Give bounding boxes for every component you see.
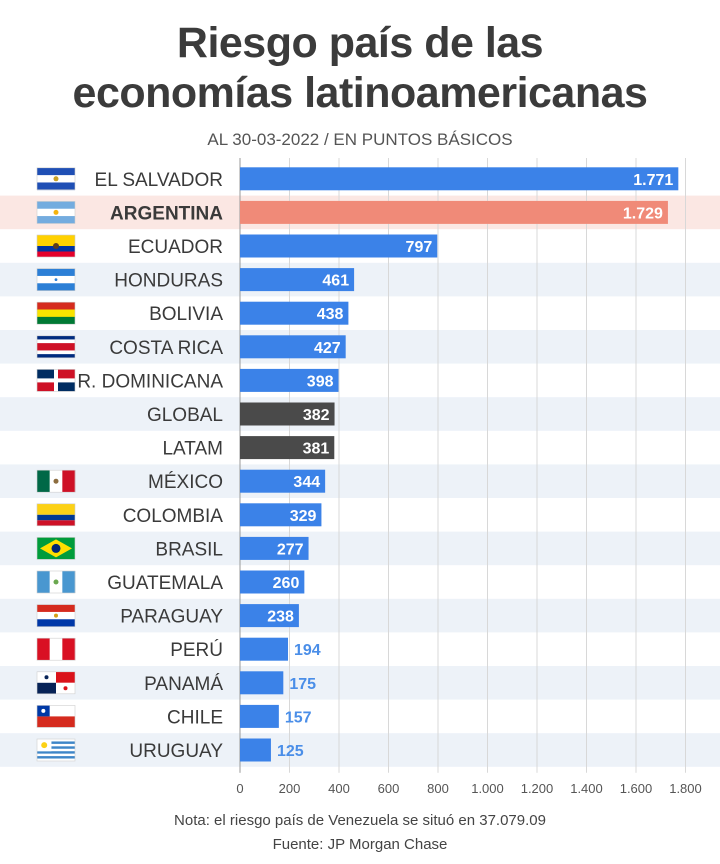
label-paraguay: PARAGUAY	[120, 607, 223, 628]
value-label-honduras: 461	[322, 273, 349, 290]
value-label-costa-rica: 427	[314, 340, 341, 357]
value-label-ecuador: 797	[406, 239, 433, 256]
label-el-salvador: EL SALVADOR	[95, 170, 223, 191]
row-band-panama	[0, 666, 720, 700]
value-label-mexico: 344	[293, 474, 320, 491]
label-argentina: ARGENTINA	[110, 203, 223, 224]
guatemala-flag	[36, 570, 76, 594]
row-band-brasil	[0, 531, 720, 566]
x-tick-label: 200	[279, 781, 301, 796]
row-band-paraguay	[0, 598, 720, 633]
x-tick-label: 0	[236, 781, 243, 796]
bar-bolivia	[240, 301, 349, 325]
chart-subtitle: AL 30-03-2022 / EN PUNTOS BÁSICOS	[207, 130, 513, 149]
costa-rica-flag	[36, 335, 76, 359]
label-r-dominicana: R. DOMINICANA	[77, 371, 223, 392]
x-tick-label: 1.000	[471, 781, 504, 796]
label-mexico: MÉXICO	[148, 472, 223, 493]
source-note: Fuente: JP Morgan Chase	[272, 836, 448, 853]
x-tick-label: 400	[328, 781, 350, 796]
value-label-bolivia: 438	[317, 306, 344, 323]
value-label-paraguay: 238	[267, 609, 294, 626]
ecuador-flag	[36, 234, 76, 258]
x-tick-label: 1.400	[570, 781, 603, 796]
value-label-el-salvador: 1.771	[633, 172, 673, 189]
x-tick-label: 800	[427, 781, 449, 796]
label-chile: CHILE	[167, 707, 223, 728]
label-peru: PERÚ	[170, 639, 223, 661]
label-global: GLOBAL	[147, 405, 223, 426]
title-line-2: economías latinoamericanas	[72, 69, 648, 117]
bar-uruguay	[240, 738, 271, 762]
bar-chile	[240, 704, 279, 728]
bar-global	[240, 402, 335, 426]
value-label-uruguay: 125	[277, 743, 304, 760]
bar-el-salvador	[240, 167, 679, 191]
value-label-colombia: 329	[290, 508, 317, 525]
colombia-flag	[36, 503, 76, 527]
row-band-costa-rica	[0, 330, 720, 364]
value-label-argentina: 1.729	[623, 205, 663, 222]
x-tick-label: 1.200	[521, 781, 554, 796]
row-band-global	[0, 397, 720, 431]
dominican-republic-flag	[36, 369, 76, 392]
bar-peru	[240, 637, 289, 661]
bar-r-dominicana	[240, 368, 339, 392]
bar-chart: 0 200 400 600 800 1.000 1.200 1.400 1.600 1.800 EL…	[0, 158, 720, 796]
bar-latam	[240, 436, 335, 460]
value-label-r-dominicana: 398	[307, 373, 334, 390]
honduras-flag	[36, 268, 76, 291]
label-bolivia: BOLIVIA	[149, 304, 223, 325]
label-panama: PANAMÁ	[144, 674, 223, 695]
value-label-brasil: 277	[277, 541, 304, 558]
label-honduras: HONDURAS	[114, 271, 223, 292]
label-brasil: BRASIL	[155, 539, 223, 560]
argentina-flag	[36, 201, 76, 224]
bar-paraguay	[240, 604, 299, 628]
row-band-uruguay	[0, 733, 720, 767]
bar-colombia	[240, 503, 322, 527]
footnote: Nota: el riesgo país de Venezuela se sit…	[174, 812, 546, 829]
bar-guatemala	[240, 570, 305, 594]
title-line-1: Riesgo país de las	[176, 19, 544, 67]
value-label-panama: 175	[289, 676, 316, 693]
value-label-guatemala: 260	[273, 575, 300, 592]
uruguay-flag	[36, 738, 76, 762]
x-tick-label: 600	[378, 781, 400, 796]
label-guatemala: GUATEMALA	[107, 573, 223, 594]
label-colombia: COLOMBIA	[123, 506, 224, 527]
bar-costa-rica	[240, 335, 346, 359]
value-label-global: 382	[303, 407, 330, 424]
bar-panama	[240, 671, 284, 695]
row-band-mexico	[0, 464, 720, 498]
bar-honduras	[240, 268, 355, 292]
chile-flag	[36, 705, 76, 728]
bar-mexico	[240, 469, 326, 493]
panama-flag	[36, 671, 76, 695]
brazil-flag	[36, 537, 76, 560]
bolivia-flag	[36, 301, 76, 325]
paraguay-flag	[36, 604, 76, 627]
bar-brasil	[240, 536, 309, 560]
label-ecuador: ECUADOR	[128, 237, 223, 258]
value-label-latam: 381	[303, 441, 330, 458]
x-tick-label: 1.800	[669, 781, 702, 796]
label-costa-rica: COSTA RICA	[109, 338, 223, 359]
bar-ecuador	[240, 234, 438, 258]
label-latam: LATAM	[162, 439, 223, 460]
label-uruguay: URUGUAY	[129, 741, 223, 762]
peru-flag	[36, 637, 76, 661]
el-salvador-flag	[36, 167, 76, 191]
row-band-honduras	[0, 262, 720, 297]
bar-argentina	[240, 200, 668, 224]
chart-title: Riesgo país de las economías latinoameri…	[0, 18, 720, 118]
mexico-flag	[36, 469, 76, 493]
value-label-peru: 194	[294, 642, 321, 659]
x-tick-label: 1.600	[620, 781, 653, 796]
value-label-chile: 157	[285, 709, 312, 726]
